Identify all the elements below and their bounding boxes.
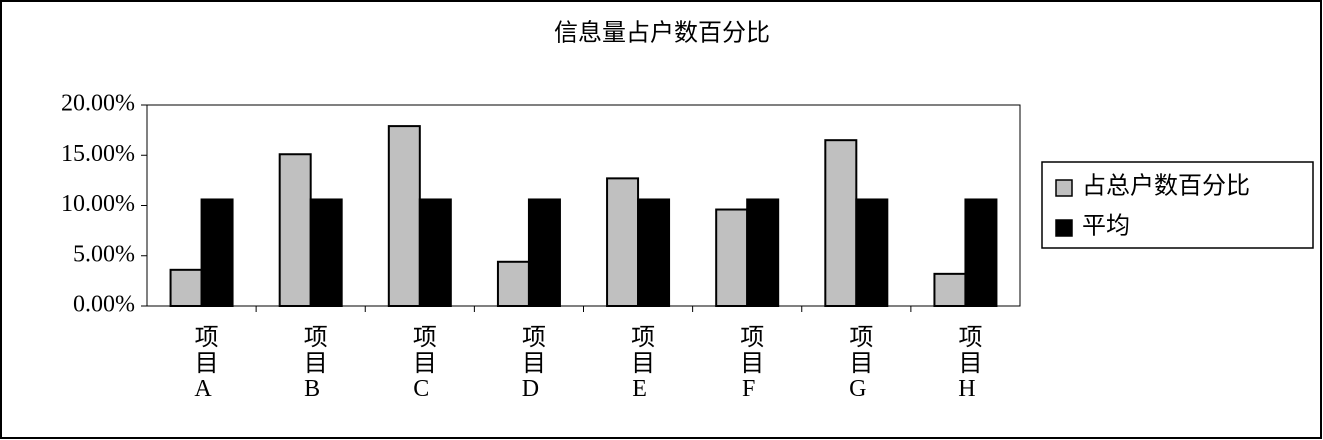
legend-box [1041, 161, 1314, 249]
legend-swatch [1055, 179, 1073, 197]
x-tick-label: 项目A [190, 324, 218, 404]
bar [527, 198, 561, 307]
bar [278, 153, 312, 307]
legend-label: 平均 [1082, 213, 1130, 240]
bar [496, 260, 530, 307]
y-tick-label: 20.00% [61, 91, 135, 117]
legend-label: 占总户数百分比 [1082, 173, 1250, 200]
y-tick-label: 10.00% [61, 191, 135, 217]
y-tick-label: 5.00% [73, 241, 135, 267]
x-tick-label: 项目F [736, 324, 764, 404]
bar [387, 125, 421, 308]
bar [169, 268, 203, 308]
x-tick-label: 项目C [408, 324, 436, 404]
bar [637, 198, 671, 307]
bar [824, 139, 858, 307]
x-tick-label: 项目H [954, 324, 982, 404]
legend-swatch [1055, 219, 1073, 237]
chart-title: 信息量占户数百分比 [554, 20, 770, 47]
bar [746, 198, 780, 307]
y-tick-label: 15.00% [61, 141, 135, 167]
y-tick-label: 0.00% [73, 292, 135, 318]
bar [715, 208, 749, 308]
bar [855, 198, 889, 307]
bar [933, 272, 967, 307]
x-tick-label: 项目B [299, 324, 327, 404]
bar [964, 198, 998, 307]
x-tick-label: 项目E [627, 324, 655, 404]
bar [309, 198, 343, 307]
bar [418, 198, 452, 307]
x-tick-label: 项目D [517, 324, 545, 404]
x-tick-label: 项目G [845, 324, 873, 404]
bar [606, 177, 640, 308]
bar [200, 198, 234, 307]
